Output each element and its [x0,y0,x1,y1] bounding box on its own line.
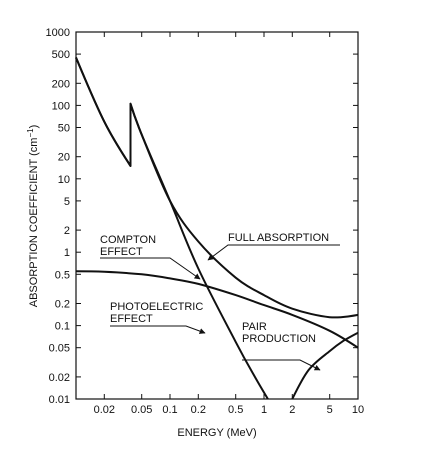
x-tick-label: 0.1 [162,404,177,416]
y-tick-label: 50 [58,122,70,134]
full-absorption-curve [75,57,359,319]
full-absorption-label: FULL ABSORPTION [228,232,329,244]
y-axis-title-superscript: −1 [26,128,35,138]
x-tick-label: 5 [327,404,333,416]
x-tick-label: 0.2 [191,404,206,416]
photoelectric-label: EFFECT [110,313,153,325]
y-tick-label: 2 [64,225,70,237]
y-tick-label: 0.01 [49,394,70,406]
y-tick-label: 200 [52,78,70,90]
y-axis-title: ABSORPTION COEFFICIENT (cm−1) [26,125,40,308]
compton-label-leader [100,257,201,280]
plot-frame [75,31,359,400]
compton-curve [75,270,359,349]
x-axis-title: ENERGY (MeV) [177,427,256,439]
compton-label: EFFECT [100,246,143,258]
y-axis-ticks: 0.01 0.02 0.05 0.1 0.2 0.5 1 2 5 10 20 50 100 200 500 1… [46,27,358,406]
full-absorption-label-leader [207,244,340,261]
y-tick-label: 5 [64,196,70,208]
x-tick-label: 1 [261,404,267,416]
y-tick-label: 1000 [46,27,70,39]
series-curves [75,57,359,400]
y-tick-label: 0.2 [55,299,70,311]
y-tick-label: 100 [52,100,70,112]
y-tick-label: 500 [52,49,70,61]
compton-label: COMPTON [100,234,156,246]
photoelectric-label-leader [110,325,206,334]
y-tick-label: 0.5 [55,269,70,281]
pair-production-label: PAIR [242,321,267,333]
photoelectric-label: PHOTOELECTRIC [110,301,203,313]
y-tick-label: 20 [58,152,70,164]
series-annotations: COMPTONEFFECTPHOTOELECTRICEFFECTPAIRPROD… [100,232,340,371]
pair-production-curve [291,331,359,400]
x-tick-label: 0.05 [131,404,152,416]
y-axis-title-main: ABSORPTION COEFFICIENT (cm [28,138,40,308]
y-tick-label: 0.02 [49,372,70,384]
pair-production-label: PRODUCTION [242,333,316,345]
x-axis-ticks: 0.02 0.05 0.1 0.2 0.5 1 2 5 10 [94,32,364,416]
x-tick-label: 0.5 [228,404,243,416]
x-tick-label: 10 [352,404,364,416]
x-tick-label: 2 [289,404,295,416]
y-tick-label: 0.05 [49,343,70,355]
photoelectric-curve [75,57,269,400]
pair-production-label-leader [242,359,321,371]
y-tick-label: 10 [58,174,70,186]
y-axis-title-close: ) [28,125,40,129]
x-tick-label: 0.02 [94,404,115,416]
y-tick-label: 1 [64,247,70,259]
y-tick-label: 0.1 [55,321,70,333]
